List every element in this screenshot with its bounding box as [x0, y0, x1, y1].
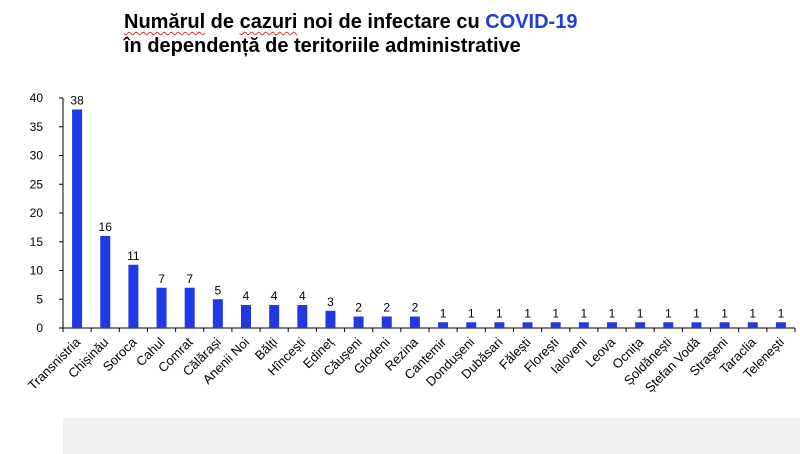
bar — [156, 287, 167, 328]
value-label: 1 — [609, 306, 616, 320]
bar — [550, 322, 561, 328]
value-label: 1 — [552, 306, 559, 320]
value-label: 1 — [778, 306, 785, 320]
value-label: 1 — [637, 306, 644, 320]
value-label: 7 — [158, 272, 165, 286]
value-label: 4 — [271, 289, 278, 303]
value-label: 2 — [355, 301, 362, 315]
bar — [325, 310, 336, 328]
value-label: 2 — [412, 301, 419, 315]
y-tick-label: 0 — [36, 321, 43, 335]
bar — [438, 322, 449, 328]
bar — [353, 316, 364, 328]
bar — [184, 287, 195, 328]
bar — [100, 236, 111, 328]
value-label: 5 — [215, 283, 222, 297]
y-tick-label: 35 — [30, 120, 44, 134]
bar — [719, 322, 730, 328]
value-label: 11 — [127, 249, 140, 263]
chart-title-line-2: în dependență de teritoriile administrat… — [124, 35, 521, 57]
value-label: 3 — [327, 295, 334, 309]
bar — [269, 305, 280, 328]
value-label: 7 — [186, 272, 193, 286]
y-tick-label: 30 — [30, 149, 44, 163]
value-label: 1 — [693, 306, 700, 320]
bar — [409, 316, 420, 328]
y-tick-label: 40 — [30, 91, 44, 105]
chart-title: Numărul de cazuri noi de infectare cu CO… — [124, 10, 577, 58]
title-word-4: noi de infectare cu — [297, 11, 486, 33]
value-label: 4 — [299, 289, 306, 303]
value-label: 4 — [243, 289, 250, 303]
chart-title-line-1: Numărul de cazuri noi de infectare cu CO… — [124, 10, 577, 34]
value-label: 1 — [665, 306, 672, 320]
y-tick-label: 5 — [36, 292, 43, 306]
value-label: 38 — [70, 94, 84, 108]
value-label: 1 — [749, 306, 756, 320]
bar — [128, 264, 139, 328]
bar — [607, 322, 617, 328]
bars — [72, 109, 786, 328]
footer-strip — [63, 418, 800, 454]
bar — [691, 322, 702, 328]
value-label: 1 — [581, 306, 588, 320]
bar — [578, 322, 589, 328]
title-word-2: de — [205, 11, 240, 33]
bar — [522, 322, 533, 328]
y-tick-label: 20 — [30, 206, 44, 220]
title-accent: COVID-19 — [485, 11, 578, 33]
bar — [466, 322, 477, 328]
bar — [212, 299, 223, 328]
y-tick-label: 25 — [30, 177, 44, 191]
value-label: 16 — [99, 220, 113, 234]
labels: 38Transnistria16Chișinău11Soroca7Cahul7C… — [25, 94, 787, 396]
value-label: 2 — [383, 301, 390, 315]
value-label: 1 — [496, 306, 503, 320]
y-tick-label: 10 — [30, 264, 44, 278]
bar — [747, 322, 758, 328]
bar — [775, 322, 786, 328]
value-label: 1 — [440, 306, 447, 320]
bar — [297, 305, 308, 328]
bar — [241, 305, 251, 328]
value-label: 1 — [721, 306, 728, 320]
bar — [72, 109, 83, 328]
value-label: 1 — [468, 306, 475, 320]
bar — [663, 322, 674, 328]
y-tick-label: 15 — [30, 235, 44, 249]
title-word-3: cazuri — [239, 11, 298, 33]
bar — [381, 316, 392, 328]
value-label: 1 — [524, 306, 531, 320]
bar — [635, 322, 646, 328]
bar — [494, 322, 505, 328]
title-word-1: Numărul — [124, 11, 206, 33]
